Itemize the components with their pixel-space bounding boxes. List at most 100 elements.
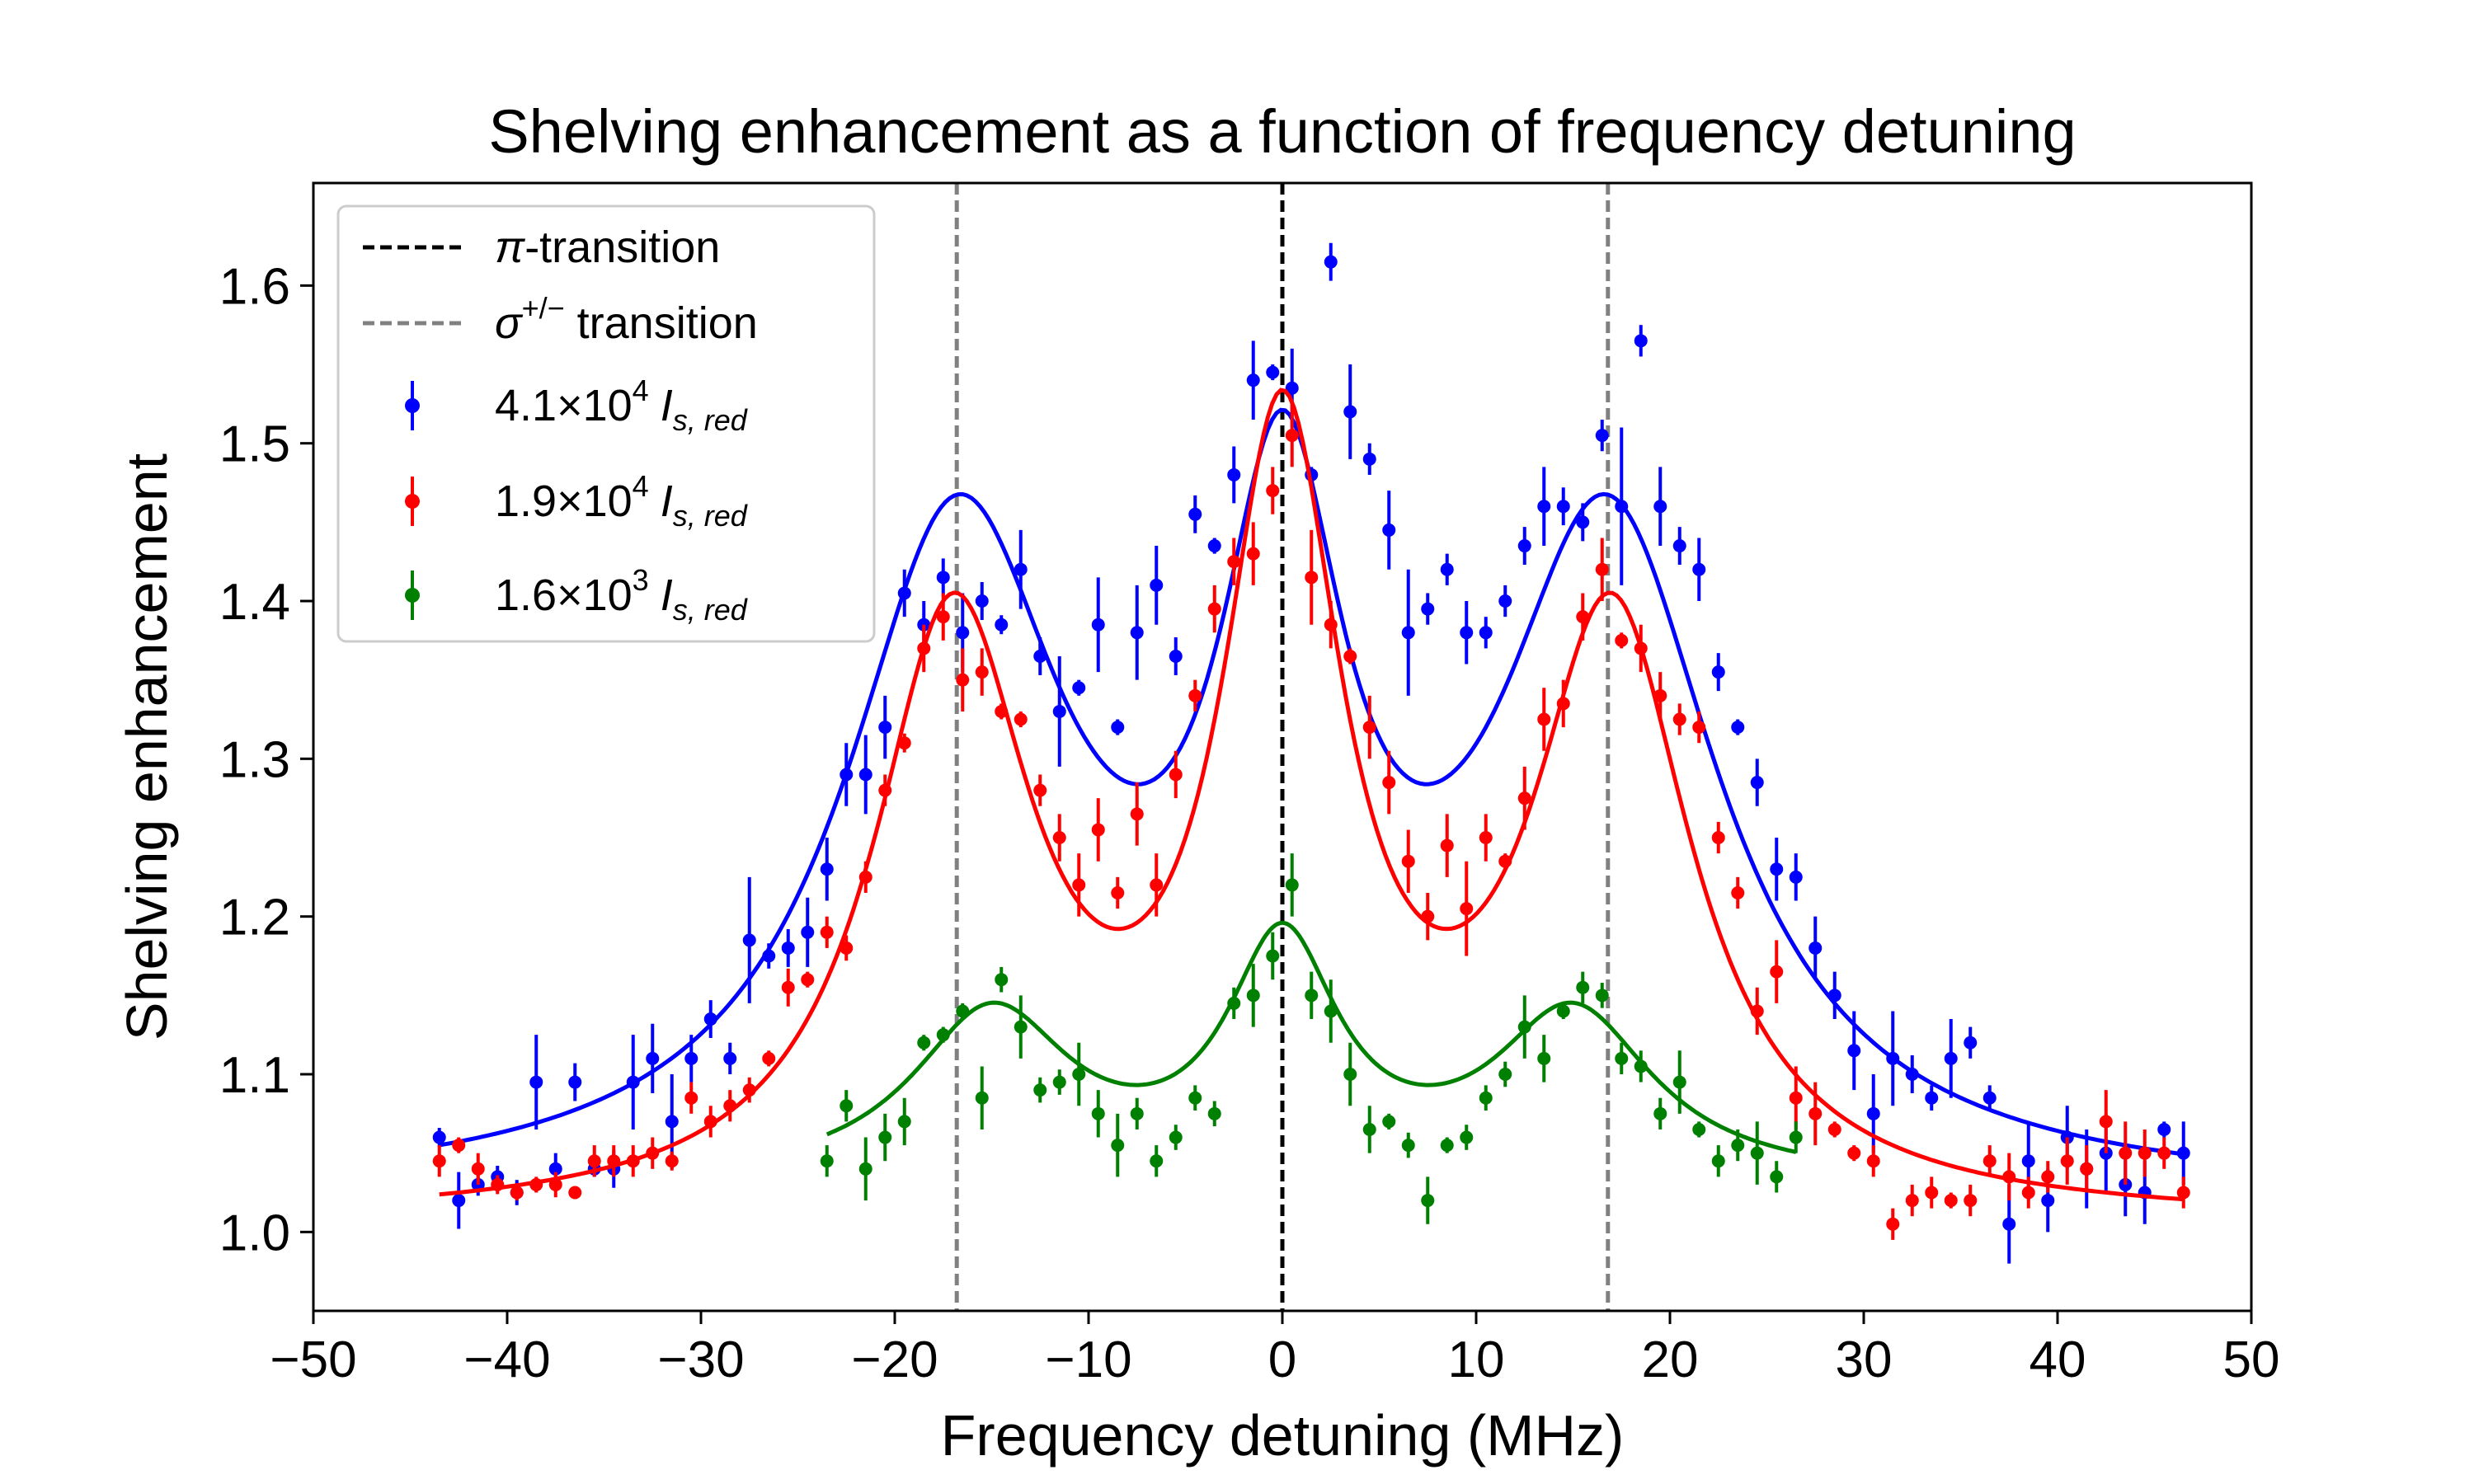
legend-label-pi: π-transition [495, 223, 720, 272]
data-point [626, 1154, 640, 1168]
data-point [1266, 949, 1280, 963]
data-point [1130, 626, 1144, 640]
data-point [1401, 854, 1415, 868]
data-point [510, 1186, 524, 1200]
x-tick-label: 10 [1448, 1331, 1505, 1388]
data-point [1207, 1106, 1221, 1120]
x-tick-label: −50 [270, 1331, 356, 1388]
data-point [2176, 1186, 2190, 1200]
data-point [1285, 381, 1299, 395]
data-point [1711, 665, 1725, 679]
legend-red-coef: 1.9×10 [495, 477, 633, 526]
data-point [1421, 602, 1435, 616]
data-point [452, 1139, 466, 1153]
data-point [1266, 365, 1280, 379]
data-point [1033, 649, 1047, 663]
legend-marker-red [405, 494, 420, 509]
data-point [1246, 547, 1260, 561]
data-point [878, 783, 892, 797]
legend-sigma-symbol: σ [495, 298, 524, 348]
data-point [2176, 1146, 2190, 1160]
data-point [820, 862, 834, 876]
data-point [1711, 831, 1725, 845]
data-point [2060, 1154, 2074, 1168]
data-point [1615, 633, 1629, 647]
data-point [1285, 878, 1299, 892]
data-point [1343, 1068, 1357, 1082]
data-point [1479, 626, 1493, 640]
data-point [1460, 626, 1474, 640]
data-point [2157, 1146, 2171, 1160]
data-point [917, 1036, 931, 1050]
data-point [1382, 1115, 1396, 1129]
data-point [1130, 807, 1144, 821]
data-point [1014, 712, 1028, 726]
y-tick-label: 1.3 [219, 731, 290, 788]
data-point [1421, 1194, 1435, 1208]
data-point [1498, 854, 1512, 868]
data-point [723, 1099, 737, 1113]
data-point [1266, 484, 1280, 498]
data-point [1014, 1020, 1028, 1034]
data-point [646, 1146, 660, 1160]
data-point [1169, 768, 1183, 782]
data-point [684, 1051, 698, 1065]
data-point [1479, 1091, 1493, 1105]
data-point [1556, 697, 1570, 711]
data-point [568, 1186, 582, 1200]
data-point [1033, 1083, 1047, 1097]
data-point [762, 949, 776, 963]
data-point [1576, 610, 1590, 624]
data-point [1324, 618, 1338, 632]
data-point [1401, 626, 1415, 640]
legend-frame [336, 204, 876, 643]
data-point [1847, 1146, 1861, 1160]
data-point [1091, 1106, 1105, 1120]
data-point [858, 1162, 872, 1176]
data-point [1672, 539, 1686, 553]
legend-green-sub: s, red [673, 593, 748, 627]
data-point [2041, 1170, 2055, 1184]
x-tick-label: 20 [1642, 1331, 1699, 1388]
legend-pi-text: -transition [524, 223, 720, 272]
data-point [2002, 1170, 2016, 1184]
data-point [1207, 602, 1221, 616]
data-point [995, 973, 1009, 987]
data-point [1789, 1091, 1803, 1105]
x-tick-label: −20 [851, 1331, 938, 1388]
legend-label-red: 1.9×104 Is, red [495, 469, 748, 533]
data-point [1576, 515, 1590, 529]
data-point [1556, 500, 1570, 514]
legend-red-exp: 4 [633, 469, 649, 503]
x-tick-label: −10 [1045, 1331, 1131, 1388]
data-point [1111, 885, 1125, 899]
data-point [2099, 1115, 2113, 1129]
data-point [1091, 823, 1105, 837]
y-axis: 1.0 1.1 1.2 1.3 1.4 1.5 1.6 [219, 258, 313, 1261]
data-point [1653, 688, 1667, 702]
x-tick-label: 50 [2223, 1331, 2280, 1388]
series-2 [820, 853, 1803, 1224]
data-point [840, 768, 854, 782]
data-point [781, 980, 795, 994]
data-point [703, 1115, 717, 1129]
plot-area [312, 181, 2253, 1313]
data-point [1130, 1106, 1144, 1120]
data-point [1827, 1122, 1841, 1136]
data-point [1382, 776, 1396, 790]
data-point [1634, 334, 1648, 348]
data-point [1982, 1154, 1997, 1168]
legend-entry-green: 1.6×103 Is, red [405, 563, 748, 627]
data-point [1343, 405, 1357, 419]
x-tick-label: −30 [657, 1331, 744, 1388]
data-point [1052, 704, 1066, 718]
data-point [1866, 1154, 1880, 1168]
data-point [432, 1130, 446, 1144]
data-point [1537, 712, 1551, 726]
data-point [1770, 965, 1784, 979]
data-point [1827, 989, 1841, 1003]
data-point [1731, 1139, 1745, 1153]
data-point [1556, 1004, 1570, 1018]
legend-sigma-text: transition [565, 298, 758, 348]
data-point [1982, 1091, 1997, 1105]
